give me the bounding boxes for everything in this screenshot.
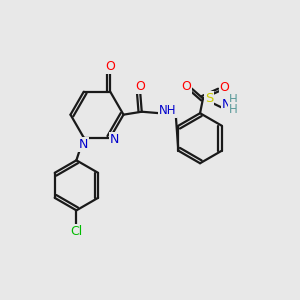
Text: NH: NH xyxy=(159,104,176,117)
Text: O: O xyxy=(105,61,115,74)
Text: H: H xyxy=(229,103,237,116)
Text: O: O xyxy=(135,80,145,94)
Text: N: N xyxy=(222,98,231,111)
Text: H: H xyxy=(229,93,237,106)
Text: N: N xyxy=(110,134,119,146)
Text: S: S xyxy=(205,92,213,105)
Text: O: O xyxy=(220,81,230,94)
Text: O: O xyxy=(181,80,191,93)
Text: N: N xyxy=(79,138,88,151)
Text: Cl: Cl xyxy=(70,225,82,238)
